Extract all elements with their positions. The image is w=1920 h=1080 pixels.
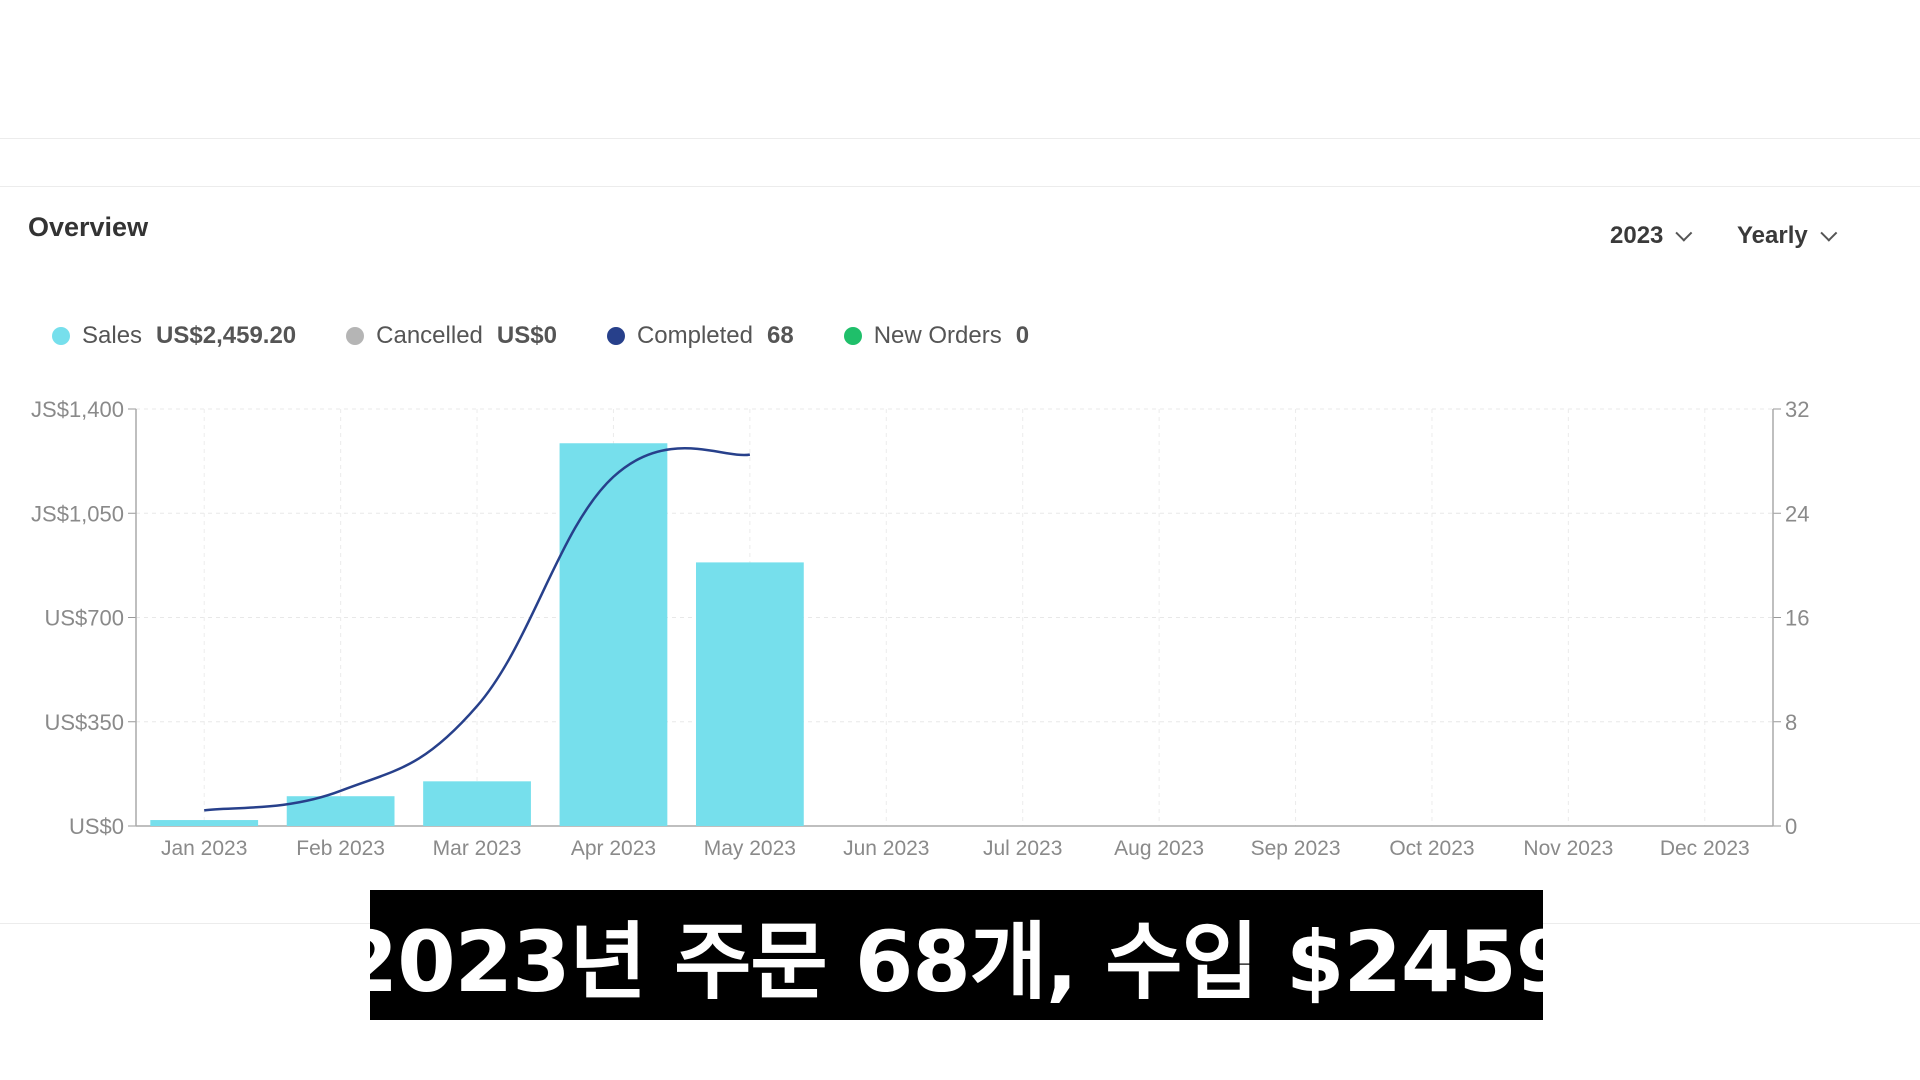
x-tick-label: Jul 2023 bbox=[983, 837, 1062, 860]
x-tick-label: Sep 2023 bbox=[1251, 837, 1341, 860]
chevron-down-icon bbox=[1675, 224, 1693, 242]
x-tick-label: Oct 2023 bbox=[1389, 837, 1474, 860]
sales-bar bbox=[559, 443, 668, 826]
y-tick-label-left: JS$1,050 bbox=[31, 501, 124, 526]
y-tick-label-left: US$700 bbox=[44, 606, 124, 631]
x-tick-label: Apr 2023 bbox=[571, 837, 656, 860]
sales-bar bbox=[423, 781, 531, 826]
legend-label: New Orders bbox=[873, 322, 1002, 349]
legend-item-completed[interactable]: Completed 68 bbox=[606, 322, 794, 350]
caption-banner: 2023년 주문 68개, 수입 $2459 bbox=[370, 890, 1543, 1020]
overview-chart: US$0 US$350 US$700 JS$1,050 JS$1,400 0 8 16 24 32… bbox=[31, 397, 1809, 860]
legend-item-sales[interactable]: Sales US$2,459.20 bbox=[52, 322, 296, 350]
sales-bar bbox=[150, 820, 259, 826]
year-dropdown[interactable]: 2023 bbox=[1610, 222, 1693, 250]
legend-dot-icon bbox=[52, 327, 70, 345]
x-tick-label: Nov 2023 bbox=[1523, 837, 1613, 860]
legend-dot-icon bbox=[346, 327, 365, 345]
x-tick-label: Feb 2023 bbox=[296, 837, 385, 860]
header-divider bbox=[0, 186, 1920, 187]
y-tick-label-right: 0 bbox=[1785, 814, 1797, 839]
chevron-down-icon bbox=[1820, 224, 1838, 242]
legend-label: Sales bbox=[82, 322, 143, 349]
x-tick-label: Jun 2023 bbox=[843, 837, 929, 860]
y-tick-label-right: 8 bbox=[1785, 710, 1797, 735]
legend-value: 68 bbox=[767, 322, 794, 349]
period-dropdown[interactable]: Yearly bbox=[1737, 222, 1838, 250]
y-tick-label-right: 32 bbox=[1785, 397, 1809, 422]
y-tick-label-left: JS$1,400 bbox=[31, 397, 124, 422]
x-tick-label: Mar 2023 bbox=[433, 837, 522, 860]
x-tick-label: Dec 2023 bbox=[1660, 837, 1750, 860]
legend-item-cancelled[interactable]: Cancelled US$0 bbox=[346, 322, 557, 350]
x-tick-label: May 2023 bbox=[704, 837, 796, 860]
sales-bar bbox=[695, 562, 804, 826]
top-divider bbox=[0, 138, 1920, 139]
period-dropdown-value: Yearly bbox=[1737, 222, 1808, 249]
legend-dot-icon bbox=[843, 327, 862, 345]
completed-line bbox=[204, 447, 751, 812]
legend-item-new-orders[interactable]: New Orders 0 bbox=[843, 322, 1030, 350]
legend-value: 0 bbox=[1015, 322, 1030, 349]
legend-value: US$2,459.20 bbox=[156, 322, 297, 349]
legend-value: US$0 bbox=[496, 322, 557, 349]
x-tick-label: Jan 2023 bbox=[161, 837, 247, 860]
y-tick-label-right: 24 bbox=[1785, 501, 1809, 526]
y-tick-label-left: US$0 bbox=[69, 814, 124, 839]
chart-legend: Sales US$2,459.20 Cancelled US$0 Complet… bbox=[52, 322, 1079, 350]
y-tick-label-right: 16 bbox=[1785, 606, 1809, 631]
legend-label: Cancelled bbox=[376, 322, 483, 349]
year-dropdown-value: 2023 bbox=[1610, 222, 1664, 249]
legend-dot-icon bbox=[606, 327, 625, 345]
x-tick-label: Aug 2023 bbox=[1114, 837, 1204, 860]
y-tick-label-left: US$350 bbox=[44, 710, 124, 735]
legend-label: Completed bbox=[636, 322, 753, 349]
overview-title: Overview bbox=[28, 212, 149, 242]
